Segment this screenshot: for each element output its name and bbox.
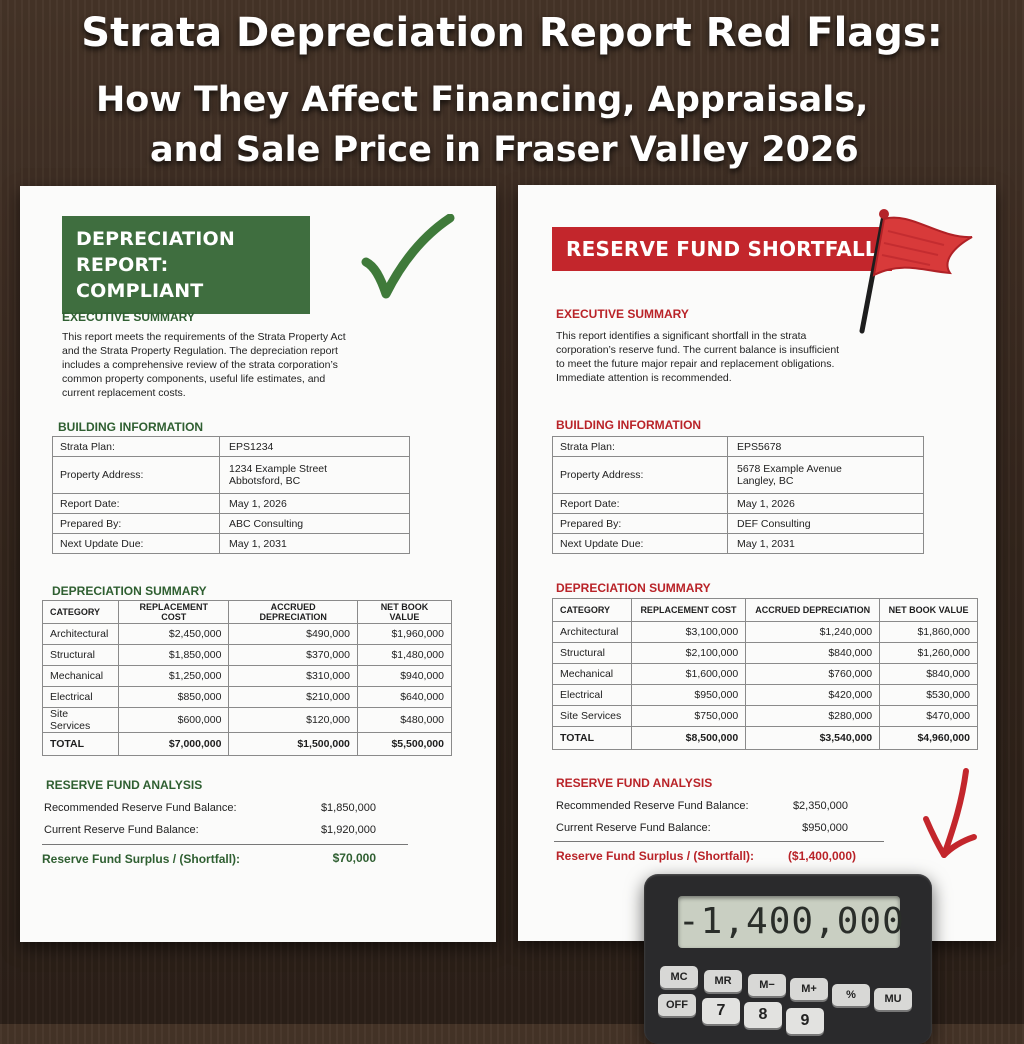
- table-row: Structural $2,100,000 $840,000 $1,260,000: [552, 642, 978, 664]
- title-line-3: and Sale Price in Fraser Valley 2026: [150, 130, 859, 170]
- table-row: Site Services $750,000 $280,000 $470,000: [552, 705, 978, 727]
- shortfall-report-page: RESERVE FUND SHORTFALL EXECUTIVE SUMMARY…: [518, 185, 996, 941]
- recommended-balance-value: $1,850,000: [320, 802, 376, 814]
- building-information-table: Strata Plan: EPS5678 Property Address: 567…: [552, 436, 924, 554]
- table-row: Electrical $950,000 $420,000 $530,000: [552, 684, 978, 706]
- checkmark-icon: [361, 214, 455, 299]
- current-balance-value: $950,000: [802, 822, 848, 834]
- key-mc[interactable]: MC: [660, 966, 698, 988]
- building-information-heading: BUILDING INFORMATION: [556, 418, 702, 432]
- key-mr[interactable]: MR: [704, 970, 742, 992]
- table-row: Architectural $2,450,000 $490,000 $1,960,00…: [41, 623, 453, 645]
- table-row: Mechanical $1,600,000 $760,000 $840,000: [552, 663, 978, 685]
- table-row: Architectural $3,100,000 $1,240,000 $1,860,…: [552, 621, 978, 643]
- calculator: -1,400,000 MC MR M− M+ % MU OFF 7 8 9: [644, 874, 932, 1044]
- banner-line-1: DEPRECIATION REPORT:: [76, 228, 236, 276]
- compliant-report-page: DEPRECIATION REPORT: COMPLIANT EXECUTIVE…: [20, 186, 496, 942]
- executive-summary-heading: EXECUTIVE SUMMARY: [62, 310, 195, 324]
- banner-line-2: COMPLIANT: [76, 280, 204, 302]
- key-percent[interactable]: %: [832, 984, 870, 1006]
- key-off[interactable]: OFF: [658, 994, 696, 1016]
- table-row: Site Services $600,000 $120,000 $480,000: [41, 707, 453, 733]
- reserve-fund-analysis-heading: RESERVE FUND ANALYSIS: [46, 778, 203, 792]
- red-flag-icon: [859, 209, 973, 334]
- compliant-banner: DEPRECIATION REPORT: COMPLIANT: [62, 216, 310, 314]
- surplus-value: $70,000: [332, 851, 376, 865]
- depreciation-summary-heading: DEPRECIATION SUMMARY: [52, 584, 207, 598]
- building-information-table: Strata Plan: EPS1234 Property Address: 123…: [52, 436, 410, 554]
- calculator-display: -1,400,000: [678, 896, 904, 948]
- title-line-2: How They Affect Financing, Appraisals,: [96, 80, 869, 120]
- executive-summary-text: This report meets the requirements of th…: [62, 331, 346, 399]
- current-balance-label: Current Reserve Fund Balance:: [556, 822, 711, 834]
- table-row: Structural $1,850,000 $370,000 $1,480,000: [41, 644, 453, 666]
- key-m-plus[interactable]: M+: [790, 978, 828, 1000]
- table-row: Mechanical $1,250,000 $310,000 $940,000: [41, 665, 453, 687]
- key-8[interactable]: 8: [744, 1002, 782, 1028]
- divider: [42, 844, 408, 845]
- reserve-fund-analysis-heading: RESERVE FUND ANALYSIS: [556, 776, 713, 790]
- shortfall-label: Reserve Fund Surplus / (Shortfall):: [556, 849, 755, 863]
- shortfall-value: ($1,400,000): [787, 849, 856, 863]
- key-7[interactable]: 7: [702, 998, 740, 1024]
- building-information-heading: BUILDING INFORMATION: [58, 420, 204, 434]
- depreciation-summary-table: CATEGORY REPLACEMENT COST ACCRUED DEPREC…: [552, 598, 978, 750]
- table-row: Electrical $850,000 $210,000 $640,000: [41, 686, 453, 708]
- depreciation-summary-heading: DEPRECIATION SUMMARY: [556, 581, 711, 595]
- recommended-balance-label: Recommended Reserve Fund Balance:: [44, 802, 237, 814]
- current-balance-value: $1,920,000: [320, 824, 376, 836]
- depreciation-summary-table: CATEGORY REPLACEMENT COST ACCRUED DEPREC…: [41, 600, 453, 756]
- table-total-row: TOTAL $8,500,000 $3,540,000 $4,960,000: [552, 726, 978, 750]
- shortfall-banner: RESERVE FUND SHORTFALL: [552, 227, 892, 271]
- key-mu[interactable]: MU: [874, 988, 912, 1010]
- recommended-balance-value: $2,350,000: [792, 800, 848, 812]
- divider: [554, 841, 884, 842]
- executive-summary-heading: EXECUTIVE SUMMARY: [556, 307, 689, 321]
- executive-summary-text: This report identifies a significant sho…: [556, 330, 840, 384]
- title-line-1: Strata Depreciation Report Red Flags:: [81, 10, 943, 56]
- key-9[interactable]: 9: [786, 1008, 824, 1034]
- table-total-row: TOTAL $7,000,000 $1,500,000 $5,500,000: [41, 732, 453, 756]
- red-down-arrow-icon: [923, 768, 977, 858]
- key-m-minus[interactable]: M−: [748, 974, 786, 996]
- current-balance-label: Current Reserve Fund Balance:: [44, 824, 199, 836]
- surplus-label: Reserve Fund Surplus / (Shortfall):: [42, 852, 241, 866]
- recommended-balance-label: Recommended Reserve Fund Balance:: [556, 800, 749, 812]
